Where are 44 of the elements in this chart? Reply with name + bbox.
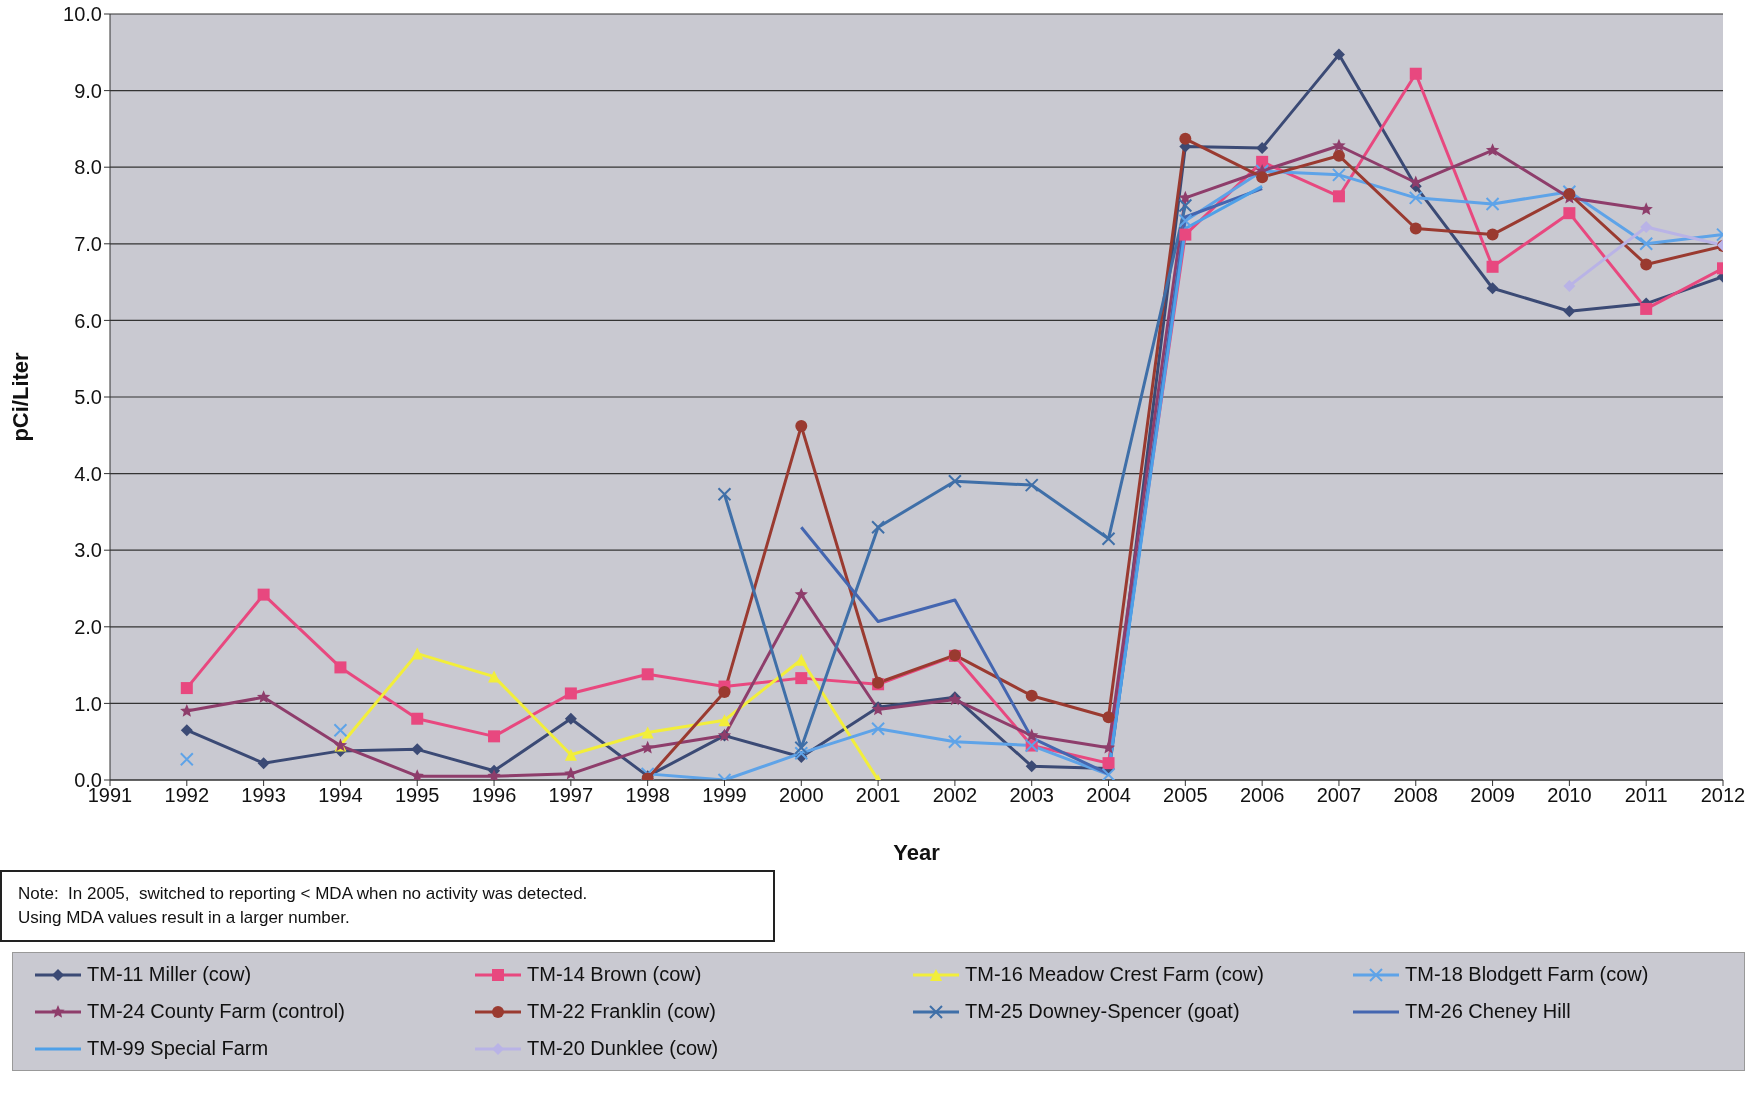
text: Note: In 2005, switched to reporting < MDA when no activity was detected. Using MDA values result in a larger number. <box>0 870 775 942</box>
x-tick-label: 2000 <box>779 784 824 807</box>
x-tick-label: 2009 <box>1470 784 1515 807</box>
x-axis-title: Year <box>893 840 941 865</box>
legend-label: TM-11 Miller (cow) <box>87 963 252 986</box>
x-tick-label: 1998 <box>625 784 670 807</box>
x-tick-label: 2001 <box>855 784 901 807</box>
legend-label: TM-14 Brown (cow) <box>527 963 702 986</box>
y-tick-label: 8.0 <box>74 156 102 179</box>
y-tick-label: 6.0 <box>74 309 102 332</box>
x-tick-label: 1999 <box>702 784 747 807</box>
y-tick-label: 1.0 <box>74 692 102 715</box>
x-tick-label: 1997 <box>548 784 594 807</box>
y-tick-label: 2.0 <box>74 615 102 638</box>
x-tick-label: 2006 <box>1239 784 1285 807</box>
x-tick-label: 2011 <box>1624 784 1668 807</box>
y-tick-label: 7.0 <box>74 232 102 255</box>
y-tick-label: 5.0 <box>74 386 102 409</box>
legend-label: TM-20 Dunklee (cow) <box>527 1037 719 1060</box>
y-tick-label: 3.0 <box>74 539 102 562</box>
y-tick-label: 4.0 <box>74 462 102 485</box>
legend-label: TM-24 County Farm (control) <box>87 1000 345 1023</box>
x-tick-label: 2005 <box>1163 784 1208 807</box>
x-tick-label: 2003 <box>1009 784 1054 807</box>
x-tick-label: 2012 <box>1700 784 1746 807</box>
legend-label: TM-18 Blodgett Farm (cow) <box>1405 963 1649 986</box>
x-tick-label: 1995 <box>394 784 440 807</box>
x-tick-label: 1994 <box>318 784 363 807</box>
x-tick-label: 1992 <box>164 784 210 807</box>
y-axis-title: pCi/Liter <box>7 351 33 442</box>
x-tick-label: 1993 <box>241 784 286 807</box>
y-tick-label: 9.0 <box>74 79 102 102</box>
x-tick-label: 2010 <box>1547 784 1592 807</box>
legend-label: TM-25 Downey-Spencer (goat) <box>965 1000 1240 1023</box>
x-tick-label: 1996 <box>471 784 517 807</box>
legend-label: TM-16 Meadow Crest Farm (cow) <box>965 963 1264 986</box>
x-tick-label: 2007 <box>1316 784 1362 807</box>
x-tick-label: 2002 <box>932 784 978 807</box>
legend-label: TM-22 Franklin (cow) <box>527 1000 716 1023</box>
y-tick-label: 10.0 <box>63 3 102 26</box>
legend-label: TM-99 Special Farm <box>87 1037 269 1060</box>
legend-label: TM-26 Cheney Hill <box>1405 1000 1571 1023</box>
x-tick-label: 2008 <box>1393 784 1439 807</box>
x-tick-label: 2004 <box>1086 784 1131 807</box>
